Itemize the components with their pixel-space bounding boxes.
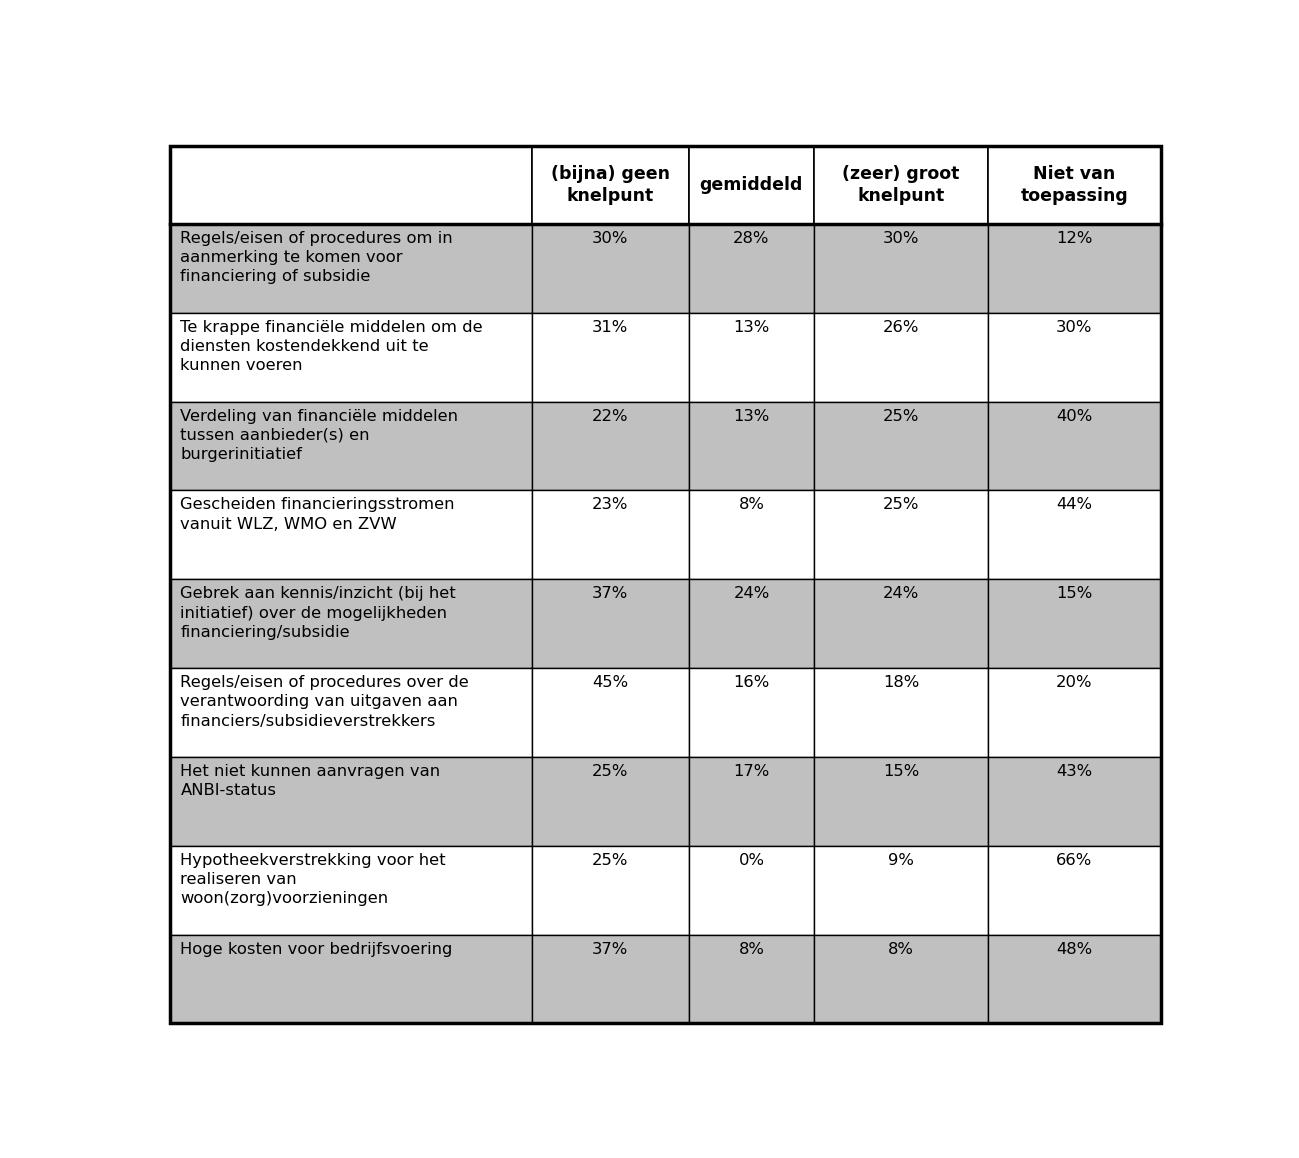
- Bar: [170, 146, 533, 223]
- Bar: [533, 757, 688, 845]
- Bar: [533, 146, 688, 223]
- Text: Niet van
toepassing: Niet van toepassing: [1021, 164, 1129, 205]
- Bar: [170, 757, 533, 845]
- Bar: [987, 490, 1161, 579]
- Text: Het niet kunnen aanvragen van
ANBI-status: Het niet kunnen aanvragen van ANBI-statu…: [181, 764, 440, 798]
- Bar: [170, 935, 533, 1024]
- Text: 28%: 28%: [733, 230, 769, 245]
- Text: 24%: 24%: [883, 586, 920, 601]
- Bar: [688, 313, 814, 402]
- Bar: [688, 935, 814, 1024]
- Bar: [688, 668, 814, 757]
- Bar: [688, 845, 814, 935]
- Bar: [987, 146, 1161, 223]
- Text: 8%: 8%: [739, 941, 764, 957]
- Bar: [170, 402, 533, 490]
- Text: 66%: 66%: [1056, 853, 1092, 867]
- Bar: [533, 668, 688, 757]
- Text: Gescheiden financieringsstromen
vanuit WLZ, WMO en ZVW: Gescheiden financieringsstromen vanuit W…: [181, 498, 455, 532]
- Text: 26%: 26%: [883, 320, 920, 335]
- Text: 30%: 30%: [592, 230, 629, 245]
- Text: 15%: 15%: [883, 764, 920, 779]
- Bar: [170, 668, 533, 757]
- Text: Regels/eisen of procedures om in
aanmerking te komen voor
financiering of subsid: Regels/eisen of procedures om in aanmerk…: [181, 230, 453, 285]
- Bar: [814, 757, 987, 845]
- Bar: [814, 668, 987, 757]
- Text: 48%: 48%: [1056, 941, 1092, 957]
- Text: Gebrek aan kennis/inzicht (bij het
initiatief) over de mogelijkheden
financierin: Gebrek aan kennis/inzicht (bij het initi…: [181, 586, 456, 639]
- Text: 8%: 8%: [739, 498, 764, 513]
- Text: 43%: 43%: [1056, 764, 1092, 779]
- Bar: [533, 845, 688, 935]
- Bar: [814, 313, 987, 402]
- Bar: [987, 935, 1161, 1024]
- Text: 16%: 16%: [734, 675, 769, 690]
- Text: gemiddeld: gemiddeld: [700, 176, 803, 195]
- Text: (zeer) groot
knelpunt: (zeer) groot knelpunt: [842, 164, 960, 205]
- Bar: [814, 490, 987, 579]
- Bar: [987, 845, 1161, 935]
- Bar: [170, 313, 533, 402]
- Bar: [987, 579, 1161, 668]
- Text: 25%: 25%: [883, 409, 920, 424]
- Bar: [533, 935, 688, 1024]
- Bar: [814, 402, 987, 490]
- Text: 25%: 25%: [592, 853, 629, 867]
- Bar: [987, 668, 1161, 757]
- Text: Hypotheekverstrekking voor het
realiseren van
woon(zorg)voorzieningen: Hypotheekverstrekking voor het realisere…: [181, 853, 446, 907]
- Bar: [170, 845, 533, 935]
- Bar: [814, 579, 987, 668]
- Text: 45%: 45%: [592, 675, 629, 690]
- Bar: [533, 402, 688, 490]
- Bar: [688, 490, 814, 579]
- Bar: [533, 313, 688, 402]
- Text: 18%: 18%: [883, 675, 920, 690]
- Text: 8%: 8%: [889, 941, 914, 957]
- Text: (bijna) geen
knelpunt: (bijna) geen knelpunt: [551, 164, 670, 205]
- Text: 30%: 30%: [1056, 320, 1092, 335]
- Text: 24%: 24%: [734, 586, 769, 601]
- Text: 20%: 20%: [1056, 675, 1092, 690]
- Text: 37%: 37%: [592, 586, 629, 601]
- Text: 30%: 30%: [883, 230, 920, 245]
- Text: 12%: 12%: [1056, 230, 1092, 245]
- Bar: [987, 223, 1161, 313]
- Bar: [814, 845, 987, 935]
- Text: 25%: 25%: [883, 498, 920, 513]
- Text: 17%: 17%: [734, 764, 769, 779]
- Bar: [987, 757, 1161, 845]
- Bar: [170, 223, 533, 313]
- Text: 23%: 23%: [592, 498, 629, 513]
- Text: 37%: 37%: [592, 941, 629, 957]
- Bar: [814, 146, 987, 223]
- Text: 22%: 22%: [592, 409, 629, 424]
- Bar: [170, 579, 533, 668]
- Bar: [170, 490, 533, 579]
- Bar: [688, 223, 814, 313]
- Text: Regels/eisen of procedures over de
verantwoording van uitgaven aan
financiers/su: Regels/eisen of procedures over de veran…: [181, 675, 469, 728]
- Text: 0%: 0%: [738, 853, 764, 867]
- Text: 13%: 13%: [734, 320, 769, 335]
- Bar: [688, 757, 814, 845]
- Bar: [987, 313, 1161, 402]
- Bar: [987, 402, 1161, 490]
- Text: 40%: 40%: [1056, 409, 1092, 424]
- Text: 13%: 13%: [734, 409, 769, 424]
- Text: Te krappe financiële middelen om de
diensten kostendekkend uit te
kunnen voeren: Te krappe financiële middelen om de dien…: [181, 320, 483, 373]
- Bar: [814, 223, 987, 313]
- Text: Verdeling van financiële middelen
tussen aanbieder(s) en
burgerinitiatief: Verdeling van financiële middelen tussen…: [181, 409, 459, 462]
- Text: Hoge kosten voor bedrijfsvoering: Hoge kosten voor bedrijfsvoering: [181, 941, 453, 957]
- Text: 15%: 15%: [1056, 586, 1092, 601]
- Bar: [688, 146, 814, 223]
- Bar: [814, 935, 987, 1024]
- Bar: [533, 223, 688, 313]
- Text: 25%: 25%: [592, 764, 629, 779]
- Text: 31%: 31%: [592, 320, 629, 335]
- Bar: [688, 402, 814, 490]
- Bar: [533, 490, 688, 579]
- Text: 44%: 44%: [1056, 498, 1092, 513]
- Bar: [688, 579, 814, 668]
- Bar: [533, 579, 688, 668]
- Text: 9%: 9%: [889, 853, 914, 867]
